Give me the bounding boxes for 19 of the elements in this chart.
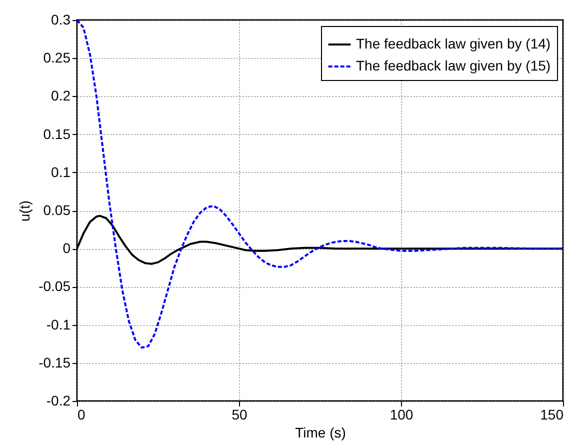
y-tick-label: 0.05 [43,202,71,218]
x-tick-label: 50 [232,406,248,422]
y-tick-label: 0.15 [43,126,71,142]
y-tick-label: 0.1 [51,164,71,180]
x-tick-label: 150 [540,406,564,422]
y-tick-label: 0.3 [51,12,71,28]
x-tick-label: 0 [78,406,86,422]
y-tick-label: -0.05 [38,278,71,294]
y-tick-label: 0 [62,240,71,256]
y-tick-label: 0.2 [51,88,71,104]
x-axis-title: Time (s) [295,424,346,440]
y-tick-label: -0.15 [38,354,71,370]
x-tick-label: 100 [390,406,414,422]
y-tick-label: 0.25 [43,50,71,66]
legend-label: The feedback law given by (15) [356,58,551,74]
legend-label: The feedback law given by (14) [356,36,551,52]
y-tick-label: -0.1 [46,316,71,332]
y-axis-title: u(t) [16,200,33,222]
y-tick-label: -0.2 [46,392,71,408]
